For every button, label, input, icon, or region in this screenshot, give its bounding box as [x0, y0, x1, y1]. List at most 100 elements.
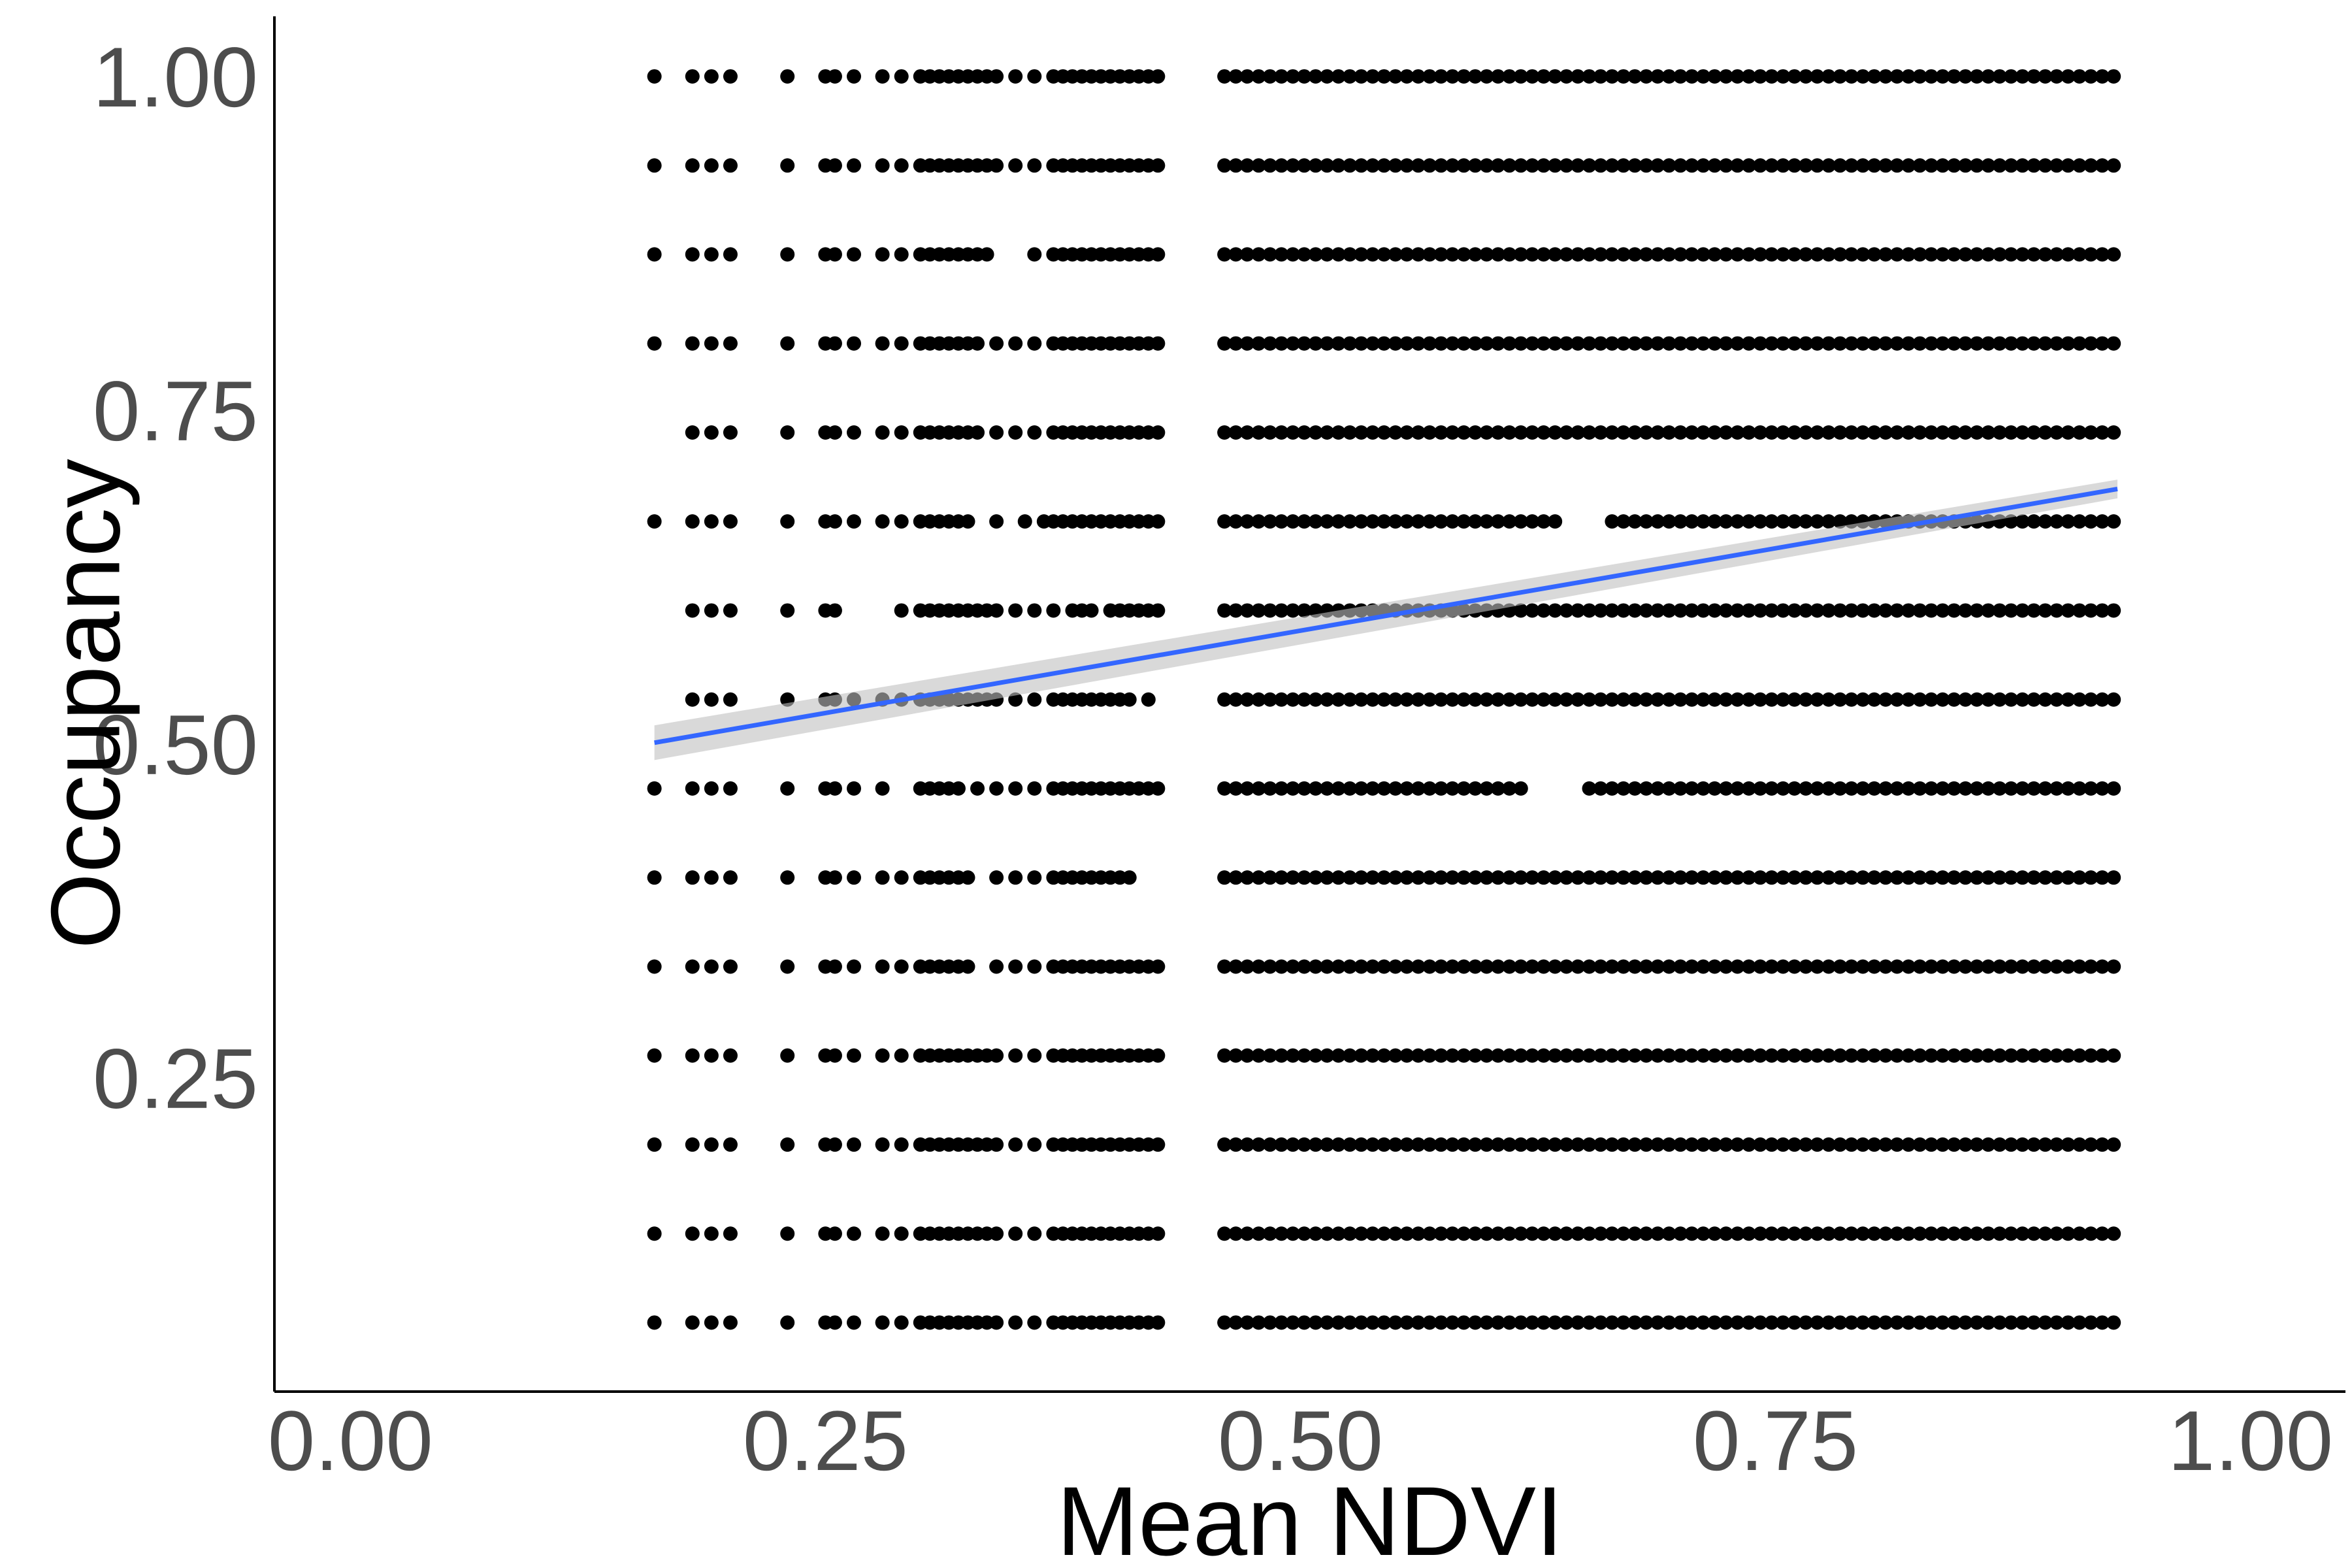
data-point	[1388, 514, 1403, 529]
data-point	[1935, 1048, 1950, 1063]
data-point	[1365, 781, 1380, 796]
data-point	[1616, 692, 1631, 707]
data-point	[1559, 425, 1574, 440]
data-point	[979, 247, 994, 262]
data-point	[1889, 69, 1904, 84]
data-point	[1262, 1226, 1277, 1241]
data-point	[1867, 870, 1882, 885]
data-point	[1008, 603, 1023, 618]
y-tick-label: 1.00	[93, 29, 258, 125]
data-point	[827, 1048, 842, 1063]
data-point	[1992, 1315, 2007, 1330]
data-point	[1422, 1137, 1437, 1152]
data-point	[1616, 603, 1631, 618]
data-point	[1684, 1137, 1699, 1152]
data-point	[1536, 959, 1551, 974]
data-point	[1388, 69, 1403, 84]
data-point	[1833, 870, 1848, 885]
data-point	[1262, 336, 1277, 351]
data-point	[1490, 69, 1505, 84]
data-point	[1787, 514, 1802, 529]
data-point	[960, 870, 975, 885]
data-point	[2015, 1226, 2030, 1241]
data-point	[1684, 692, 1699, 707]
data-point	[1217, 1226, 1232, 1241]
data-point	[1969, 1315, 1984, 1330]
data-point	[1673, 692, 1688, 707]
data-point	[1027, 425, 1042, 440]
data-point	[1764, 1315, 1779, 1330]
data-point	[1008, 69, 1023, 84]
data-point	[1251, 1137, 1266, 1152]
data-point	[685, 1137, 700, 1152]
data-point	[1240, 158, 1255, 173]
data-point	[1981, 870, 1996, 885]
data-point	[723, 336, 738, 351]
data-point	[1707, 514, 1722, 529]
data-point	[1559, 158, 1574, 173]
data-point	[1525, 1048, 1540, 1063]
data-point	[1525, 959, 1540, 974]
data-point	[1992, 1137, 2007, 1152]
data-point	[1787, 158, 1802, 173]
data-point	[704, 1137, 719, 1152]
data-point	[704, 425, 719, 440]
data-point	[894, 603, 909, 618]
data-point	[1958, 247, 1973, 262]
data-point	[894, 1137, 909, 1152]
data-point	[1513, 1048, 1528, 1063]
data-point	[1422, 514, 1437, 529]
data-point	[1399, 1137, 1414, 1152]
data-point	[2095, 425, 2110, 440]
data-point	[1867, 1226, 1882, 1241]
data-point	[1525, 603, 1540, 618]
data-point	[2015, 870, 2030, 885]
data-point	[1855, 1048, 1870, 1063]
data-point	[1008, 870, 1023, 885]
data-point	[1901, 870, 1916, 885]
data-point	[1833, 336, 1848, 351]
data-point	[1958, 781, 1973, 796]
data-point	[1468, 1048, 1483, 1063]
data-point	[1593, 425, 1608, 440]
data-point	[1799, 514, 1814, 529]
data-point	[2004, 247, 2019, 262]
data-point	[1308, 1137, 1323, 1152]
data-point	[1946, 603, 1961, 618]
data-point	[780, 1226, 795, 1241]
data-point	[1616, 247, 1631, 262]
data-point	[1946, 69, 1961, 84]
data-point	[1240, 336, 1255, 351]
data-point	[1274, 69, 1289, 84]
data-point	[1122, 870, 1137, 885]
data-point	[1008, 425, 1023, 440]
data-point	[1433, 158, 1448, 173]
y-tick-label: 0.75	[93, 363, 258, 459]
data-point	[827, 69, 842, 84]
data-point	[1593, 69, 1608, 84]
data-point	[1696, 1226, 1711, 1241]
data-point	[1274, 692, 1289, 707]
data-point	[1764, 336, 1779, 351]
data-point	[1718, 1226, 1733, 1241]
data-point	[1741, 336, 1756, 351]
data-point	[1422, 247, 1437, 262]
data-point	[1027, 1137, 1042, 1152]
data-point	[1456, 336, 1471, 351]
data-point	[1433, 1226, 1448, 1241]
data-point	[1924, 336, 1938, 351]
data-point	[894, 69, 909, 84]
data-point	[704, 336, 719, 351]
data-point	[780, 870, 795, 885]
data-point	[1650, 781, 1665, 796]
data-point	[1912, 692, 1927, 707]
data-point	[1274, 1048, 1289, 1063]
data-point	[1753, 69, 1768, 84]
data-point	[1981, 1226, 1996, 1241]
data-point	[704, 781, 719, 796]
data-point	[1969, 959, 1984, 974]
data-point	[1513, 603, 1528, 618]
data-point	[1969, 1048, 1984, 1063]
data-point	[1878, 1226, 1893, 1241]
data-point	[1274, 336, 1289, 351]
